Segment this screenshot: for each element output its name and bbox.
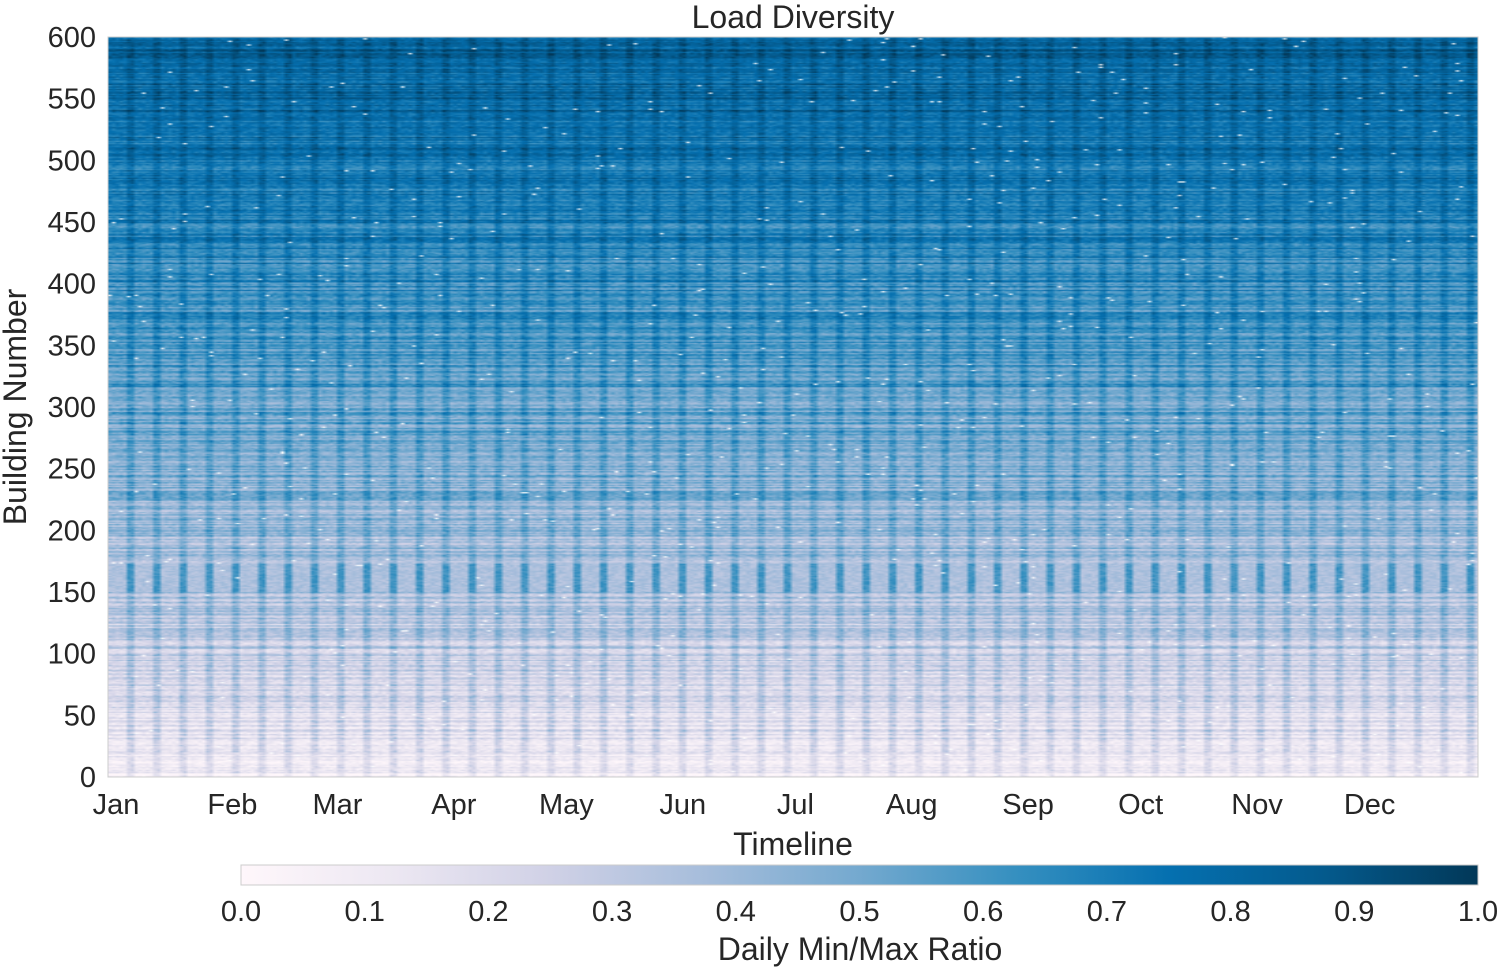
x-tick-label: Jun [659,789,706,821]
x-axis-ticks: Jan Feb Mar Apr May Jun Jul Aug Sep Oct Nov Dec [93,789,1396,821]
colorbar-ticks: 0.0 0.1 0.2 0.3 0.4 0.5 0.6 0.7 0.8 0.9 1.0 [221,896,1498,928]
colorbar-tick-label: 0.0 [221,896,261,928]
y-tick-label: 300 [48,392,96,424]
colorbar-tick-label: 0.5 [839,896,879,928]
plot-frame [107,36,1479,778]
y-tick-label: 250 [48,454,96,486]
colorbar-tick-label: 0.9 [1334,896,1374,928]
y-tick-label: 600 [48,22,96,54]
x-axis-label: Timeline [733,826,853,862]
x-tick-label: Jan [93,789,140,821]
heatmap-cells [108,37,1478,777]
x-tick-label: May [539,789,594,821]
y-tick-label: 400 [48,269,96,301]
y-tick-label: 450 [48,207,96,239]
y-axis-ticks: 0 50 100 150 200 250 300 350 400 450 500 550 600 [48,22,96,794]
x-tick-label: Dec [1344,789,1396,821]
colorbar-tick-label: 0.1 [345,896,385,928]
y-tick-label: 200 [48,515,96,547]
colorbar-label: Daily Min/Max Ratio [718,931,1003,967]
heatmap-plot-area [107,36,1479,778]
y-tick-label: 100 [48,639,96,671]
y-tick-label: 500 [48,145,96,177]
y-tick-label: 50 [64,700,96,732]
y-tick-label: 150 [48,577,96,609]
colorbar-tick-label: 0.8 [1210,896,1250,928]
x-tick-label: Aug [886,789,938,821]
x-tick-label: Sep [1002,789,1054,821]
colorbar-tick-label: 0.7 [1087,896,1127,928]
x-tick-label: Mar [312,789,362,821]
y-tick-label: 0 [80,762,96,794]
colorbar-tick-label: 1.0 [1458,896,1498,928]
x-tick-label: Oct [1118,789,1163,821]
x-tick-label: Jul [777,789,814,821]
colorbar: 0.0 0.1 0.2 0.3 0.4 0.5 0.6 0.7 0.8 0.9 1.0 Daily … [221,864,1498,967]
colorbar-tick-label: 0.3 [592,896,632,928]
y-tick-label: 350 [48,330,96,362]
colorbar-tick-label: 0.4 [716,896,756,928]
colorbar-tick-label: 0.6 [963,896,1003,928]
chart-title: Load Diversity [692,0,895,35]
y-axis-label: Building Number [0,288,33,525]
y-tick-label: 550 [48,84,96,116]
colorbar-tick-label: 0.2 [468,896,508,928]
x-tick-label: Apr [431,789,476,821]
colorbar-gradient [240,864,1479,886]
x-tick-label: Feb [207,789,257,821]
x-tick-label: Nov [1231,789,1283,821]
